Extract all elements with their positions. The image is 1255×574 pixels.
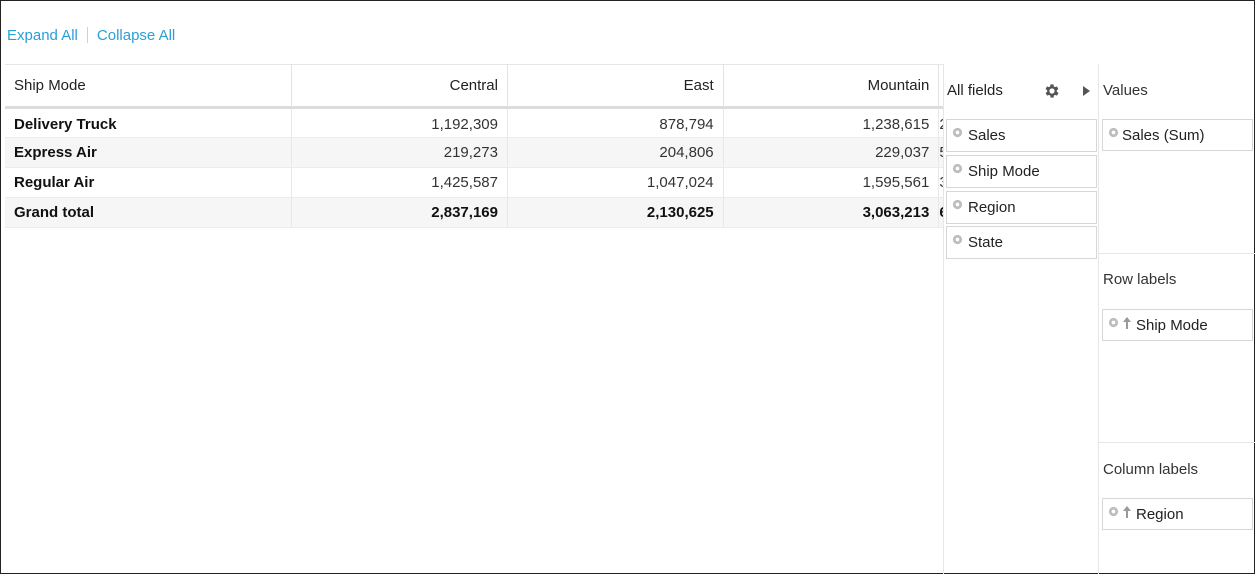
all-fields-header: All fields [947, 82, 1097, 102]
column-header[interactable]: East [507, 64, 724, 109]
field-item-region[interactable]: Region [946, 191, 1097, 224]
grand-total-row: Grand total 2,837,169 2,130,625 3,063,21… [5, 197, 943, 228]
field-item-ship-mode[interactable]: Ship Mode [946, 155, 1097, 188]
values-item-sales-sum[interactable]: Sales (Sum) [1102, 119, 1253, 151]
table-cell[interactable]: 1,047,024 [507, 167, 724, 198]
all-fields-title: All fields [947, 82, 1003, 99]
table-cell[interactable]: 204,806 [507, 137, 724, 168]
column-labels-zone-label: Column labels [1103, 461, 1199, 478]
header-row: Ship Mode Central East Mountain [5, 64, 943, 109]
values-zone[interactable]: Values Sales (Sum) [1099, 64, 1255, 254]
pill-label: Region [1136, 505, 1184, 523]
field-gear-icon [952, 127, 963, 138]
all-fields-panel: All fields Sales Ship Mode Region State [943, 64, 1099, 574]
row-label[interactable]: Delivery Truck [5, 107, 293, 138]
column-header[interactable]: Mountain [723, 64, 940, 109]
total-cell[interactable]: 2,837,169 [291, 197, 508, 228]
table-cell[interactable]: 219,273 [291, 137, 508, 168]
row-labels-zone[interactable]: Row labels Ship Mode [1099, 254, 1255, 442]
column-header[interactable] [938, 64, 943, 109]
expand-all-link[interactable]: Expand All [7, 26, 78, 44]
field-gear-icon [952, 199, 963, 210]
field-gear-icon [1108, 506, 1119, 516]
field-item-state[interactable]: State [946, 226, 1097, 259]
field-label: Region [968, 199, 1016, 216]
table-cell[interactable]: 229,037 [723, 137, 940, 168]
pivot-table: Ship Mode Central East Mountain Delivery… [5, 64, 943, 228]
zone-divider [1099, 442, 1255, 443]
row-label[interactable]: Regular Air [5, 167, 293, 198]
total-cell[interactable]: 2,130,625 [507, 197, 724, 228]
table-row: Regular Air 1,425,587 1,047,024 1,595,56… [5, 167, 943, 198]
field-label: State [968, 234, 1004, 251]
field-item-sales[interactable]: Sales [946, 119, 1097, 152]
arrow-right-icon[interactable] [1083, 86, 1090, 96]
row-label[interactable]: Express Air [5, 137, 293, 168]
field-label: Ship Mode [968, 163, 1040, 180]
field-label: Sales [968, 127, 1006, 144]
row-header-ship-mode[interactable]: Ship Mode [5, 64, 293, 109]
table-cell[interactable]: 1,238,615 [723, 107, 940, 138]
drop-zones-panel: Values Sales (Sum) Row labels Ship Mode … [1098, 64, 1255, 574]
toolbar: Expand All Collapse All [7, 25, 175, 45]
row-item-ship-mode[interactable]: Ship Mode [1102, 309, 1253, 341]
sort-up-icon[interactable] [1122, 505, 1132, 519]
field-gear-icon [1108, 317, 1119, 327]
pivot-table-container: Ship Mode Central East Mountain Delivery… [5, 64, 943, 230]
toolbar-divider [86, 27, 88, 43]
table-cell[interactable]: 5 [938, 137, 943, 168]
table-cell[interactable]: 878,794 [507, 107, 724, 138]
gear-icon[interactable] [1043, 82, 1061, 100]
row-labels-zone-label: Row labels [1103, 271, 1177, 288]
column-item-region[interactable]: Region [1102, 498, 1253, 530]
total-cell[interactable]: 3,063,213 [723, 197, 940, 228]
field-gear-icon [1108, 127, 1119, 137]
total-cell[interactable]: 6,8 [938, 197, 943, 228]
table-cell[interactable]: 1,425,587 [291, 167, 508, 198]
pill-label: Ship Mode [1136, 316, 1208, 334]
pill-label: Sales (Sum) [1122, 126, 1205, 144]
column-header[interactable]: Central [291, 64, 508, 109]
zone-divider [1099, 253, 1255, 254]
table-cell[interactable]: 1,595,561 [723, 167, 940, 198]
column-labels-zone[interactable]: Column labels Region [1099, 443, 1255, 574]
grand-total-label[interactable]: Grand total [5, 197, 293, 228]
table-row: Delivery Truck 1,192,309 878,794 1,238,6… [5, 107, 943, 138]
field-gear-icon [952, 234, 963, 245]
table-row: Express Air 219,273 204,806 229,037 5 [5, 137, 943, 168]
table-cell[interactable]: 3,4 [938, 167, 943, 198]
field-gear-icon [952, 163, 963, 174]
collapse-all-link[interactable]: Collapse All [96, 26, 176, 44]
values-zone-label: Values [1103, 82, 1148, 99]
sort-up-icon[interactable] [1122, 316, 1132, 330]
table-cell[interactable]: 2,9 [938, 107, 943, 138]
table-cell[interactable]: 1,192,309 [291, 107, 508, 138]
